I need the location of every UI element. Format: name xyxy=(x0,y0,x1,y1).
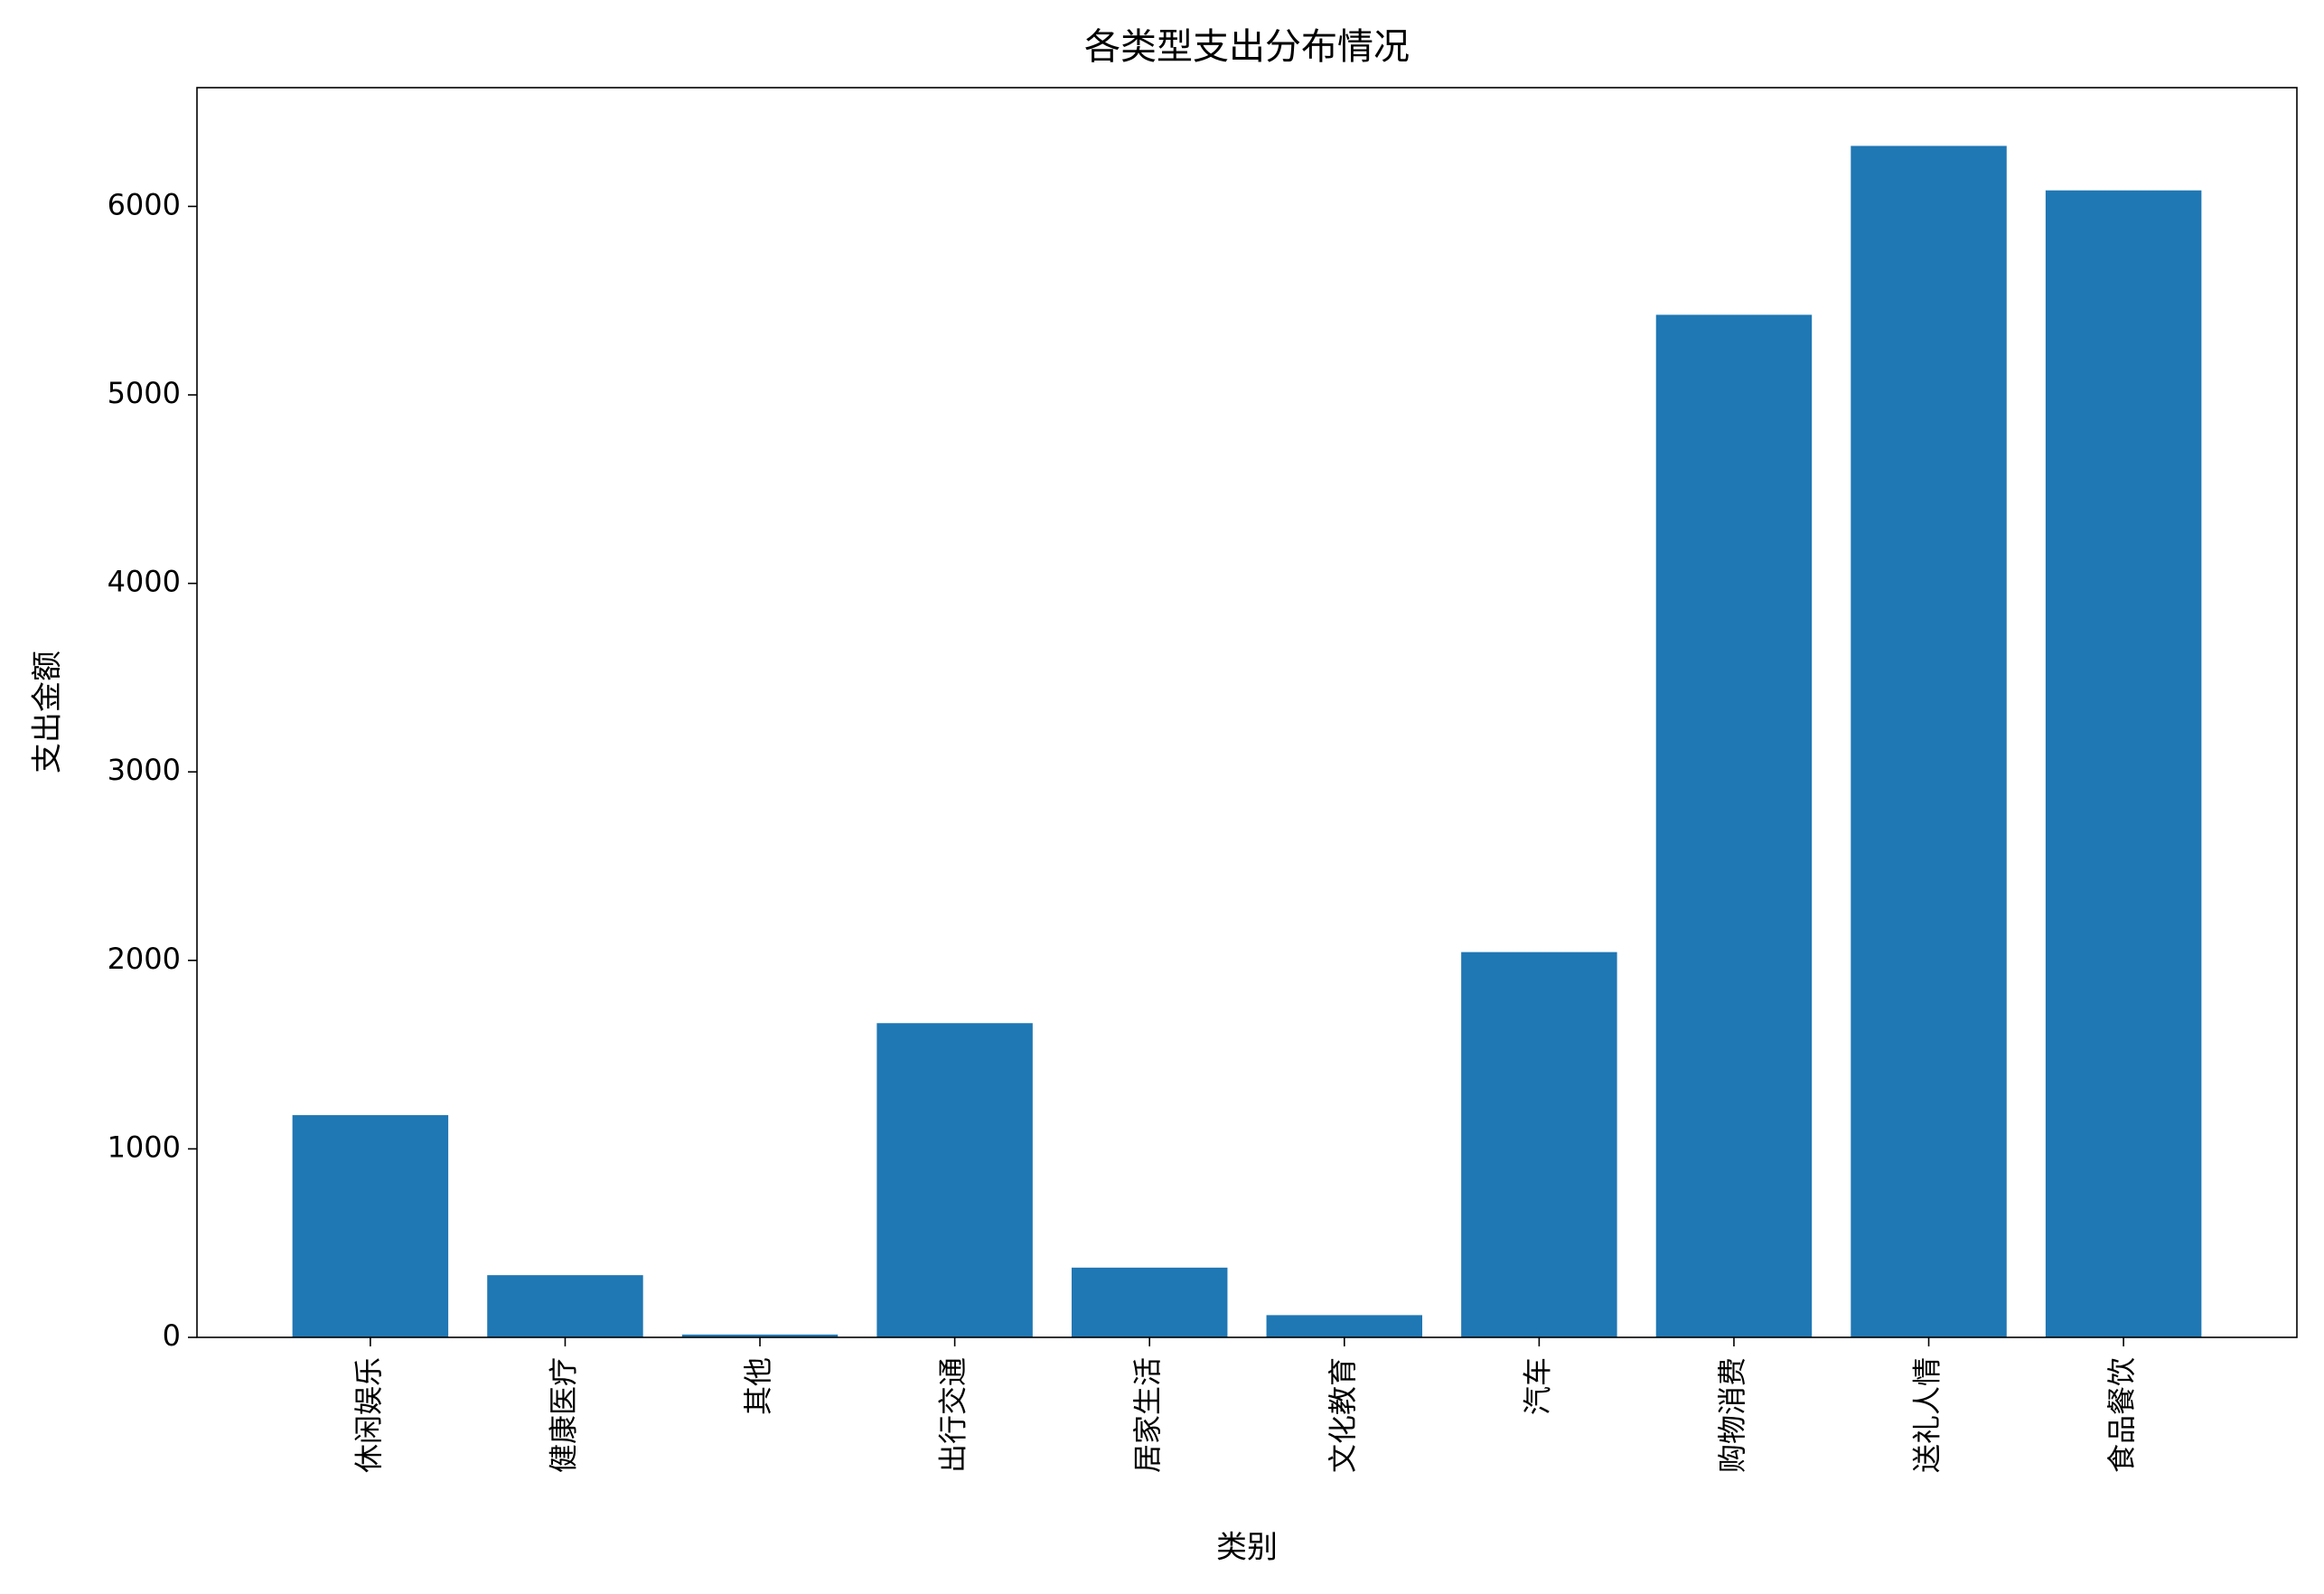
y-tick-label: 3000 xyxy=(108,753,181,787)
x-tick-label: 休闲娱乐 xyxy=(351,1357,386,1473)
y-tick-label: 6000 xyxy=(108,187,181,221)
x-tick-label: 汽车 xyxy=(1520,1357,1554,1415)
y-tick-label: 1000 xyxy=(108,1130,181,1164)
x-tick-label: 健康医疗 xyxy=(546,1357,580,1473)
x-tick-label: 居家生活 xyxy=(1130,1357,1165,1473)
x-tick-label: 送礼人情 xyxy=(1910,1357,1944,1473)
x-tick-label: 其他 xyxy=(741,1357,775,1415)
x-tick-label: 出行交通 xyxy=(936,1357,970,1473)
bar xyxy=(1655,314,1813,1337)
x-tick-label: 食品餐饮 xyxy=(2104,1357,2139,1473)
x-axis-label: 类别 xyxy=(1216,1530,1278,1566)
bar xyxy=(876,1023,1033,1337)
bar xyxy=(1071,1267,1228,1337)
bar xyxy=(681,1334,839,1337)
bar xyxy=(292,1115,449,1337)
bar xyxy=(1851,145,2007,1338)
y-tick-label: 4000 xyxy=(108,565,181,599)
x-tick-label: 文化教育 xyxy=(1326,1357,1360,1473)
bar xyxy=(487,1275,643,1337)
bar xyxy=(1461,952,1617,1337)
y-tick-label: 0 xyxy=(163,1318,181,1353)
y-tick-label: 5000 xyxy=(108,376,181,410)
bar xyxy=(1266,1315,1423,1337)
bar xyxy=(2045,190,2202,1337)
x-tick-label: 购物消费 xyxy=(1715,1357,1749,1473)
y-tick-label: 2000 xyxy=(108,942,181,976)
chart-title: 各类型支出分布情况 xyxy=(1084,26,1410,68)
y-axis-label: 支出金额 xyxy=(30,651,66,774)
plot-frame xyxy=(196,87,2298,1338)
